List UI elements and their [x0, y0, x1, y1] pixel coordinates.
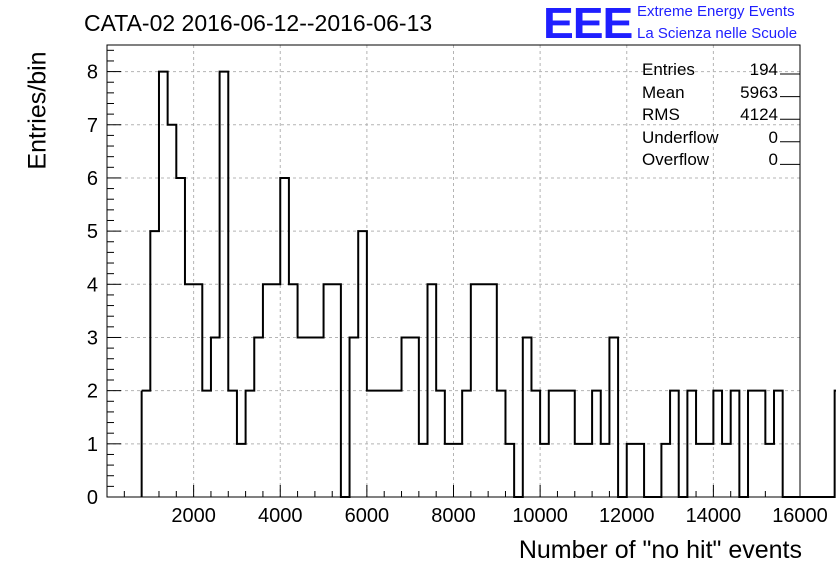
stats-underflow-label: Underflow [642, 127, 719, 147]
y-tick-label: 5 [87, 221, 98, 243]
stats-mean-value: 5963 [740, 82, 778, 102]
y-tick-label: 8 [87, 62, 98, 84]
stats-row-overflow: Overflow 0 [642, 150, 778, 173]
stats-rms-value: 4124 [740, 105, 778, 125]
stats-box: Entries 194 Mean 5963 RMS 4124 Underflow… [642, 60, 778, 173]
logo-line-2: La Scienza nelle Scuole [637, 25, 798, 42]
x-tick-label: 4000 [258, 505, 303, 527]
y-tick-label: 0 [87, 487, 98, 509]
histogram-outline [141, 70, 836, 498]
y-axis-label: Entries/bin [23, 51, 52, 170]
stats-rms-label: RMS [642, 105, 680, 125]
stats-row-mean: Mean 5963 [642, 83, 778, 106]
y-tick-label: 6 [87, 168, 98, 190]
stats-entries-label: Entries [642, 60, 695, 79]
eee-logo: EEE [543, 0, 633, 48]
x-axis-label: Number of "no hit" events [518, 536, 802, 564]
stats-row-entries: Entries 194 [642, 60, 778, 83]
x-tick-label: 16000 [772, 505, 828, 527]
x-tick-label: 10000 [512, 505, 568, 527]
stats-row-underflow: Underflow 0 [642, 128, 778, 151]
x-tick-label: 14000 [686, 505, 742, 527]
x-tick-label: 12000 [599, 505, 655, 527]
x-tick-label: 8000 [431, 505, 476, 527]
stats-overflow-label: Overflow [642, 150, 710, 170]
y-tick-label: 4 [87, 274, 98, 296]
logo-line-1: Extreme Energy Events [637, 3, 795, 20]
stats-underflow-value: 0 [768, 127, 778, 147]
chart-title: CATA-02 2016-06-12--2016-06-13 [84, 10, 433, 36]
y-tick-label: 1 [87, 434, 98, 456]
y-tick-label: 3 [87, 327, 98, 349]
x-tick-label: 2000 [171, 505, 216, 527]
y-tick-label: 7 [87, 115, 98, 137]
stats-mean-label: Mean [642, 82, 685, 102]
stats-entries-value: 194 [749, 60, 778, 79]
stats-overflow-value: 0 [768, 150, 778, 170]
stats-row-rms: RMS 4124 [642, 105, 778, 128]
y-tick-label: 2 [87, 381, 98, 403]
x-tick-label: 6000 [345, 505, 390, 527]
